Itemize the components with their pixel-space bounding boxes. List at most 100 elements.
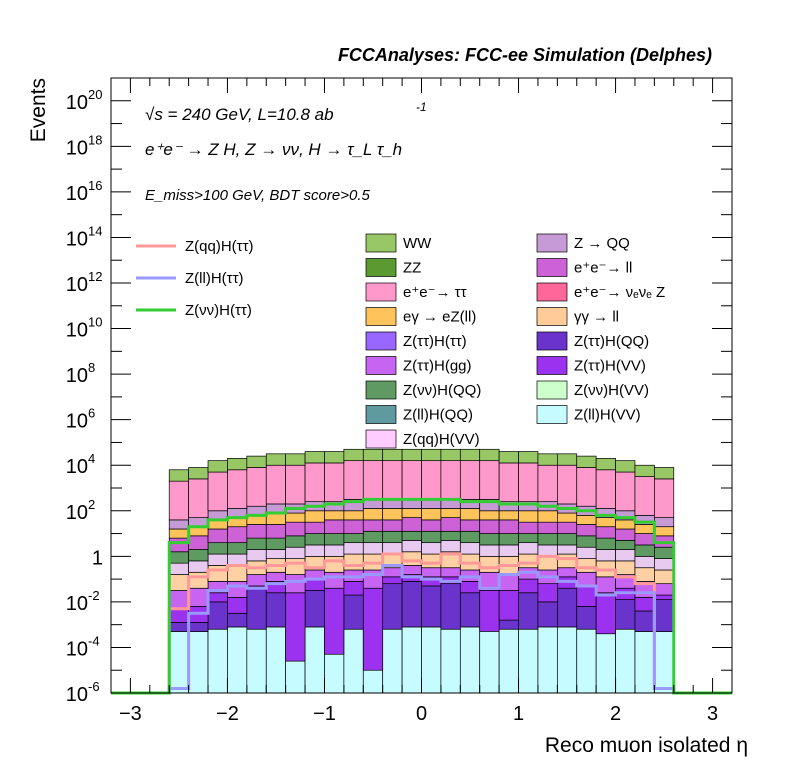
stack-bar [459,460,481,500]
legend-label: e⁺e⁻→ ll [574,260,632,277]
stack-bar [227,526,248,544]
y-tick-exponent: 8 [88,360,95,375]
stack-bar [615,528,636,541]
stack-bar [518,462,539,503]
stack-bar [285,512,306,523]
y-tick-label: 10 [66,274,88,296]
stack-bar [324,587,345,655]
stack-bar [595,549,616,562]
x-tick-label: 0 [416,703,427,725]
stack-bar [421,626,442,694]
stack-bar [615,599,636,630]
y-tick-exponent: 20 [88,87,102,102]
stack-bar [285,453,306,466]
stack-bar [518,628,539,694]
stack-bar [227,458,248,471]
stack-bar [324,533,345,546]
stack-bar [556,587,578,628]
y-tick-label: 1 [92,547,103,569]
stack-bar [556,567,578,578]
legend-swatch [365,258,397,277]
y-tick-label: 10 [66,684,88,706]
stack-bar [498,619,519,630]
stack-bar [304,626,325,694]
stack-bar [343,553,364,571]
energy-annotation: √s = 240 GeV, L=10.8 ab -1 [145,100,427,124]
legend-swatch [536,380,568,400]
legend-swatch [536,405,568,424]
stack-bar [654,517,675,528]
stack-bar [382,460,403,500]
stack-bar [595,537,616,550]
stack-bar [654,467,675,480]
chart-header: FCCAnalyses: FCC-ee Simulation (Delphes) [338,45,712,65]
stack-bar [382,519,403,532]
stack-bar [362,460,384,500]
stack-bar [537,555,558,571]
stack-bar [479,533,500,546]
y-tick-label: 10 [66,456,88,478]
stack-bar [537,533,558,546]
legend-line-label: Z(νν)H(ττ) [185,302,252,319]
x-tick-label: −2 [216,703,239,725]
stack-bar [382,576,403,585]
stack-bar [401,626,422,694]
stack-bar [362,519,384,532]
stack-bar [634,555,655,569]
stack-bar [227,596,248,614]
y-tick-label: 10 [66,320,88,342]
x-tick-label: 3 [707,703,718,725]
stack-bar [498,574,519,591]
stack-bar [188,571,209,589]
stack-bar [401,460,422,500]
stack-bar [285,521,306,537]
stack-bar [421,530,442,544]
stack-bar [265,453,287,466]
stack-bar [168,528,189,539]
stack-bar [362,448,384,462]
stack-bar [479,544,500,557]
stack-bar [207,471,228,512]
stack-bar [168,537,189,553]
stack-bar [421,519,442,532]
legend-label: e⁺e⁻→ νₑνₑ Z [574,284,665,301]
stack-bar [654,569,675,585]
stack-bar [440,530,461,541]
legend-label: Z(ττ)H(gg) [403,358,472,375]
legend-label: Z(ττ)H(VV) [574,358,646,375]
stack-bar [382,542,403,555]
stack-bar [207,553,228,566]
stack-bar [324,544,345,557]
stack-bar [362,542,384,555]
stack-bar [459,519,481,532]
stack-bar [654,526,675,537]
stack-bar [498,544,519,557]
stack-bar [654,599,675,632]
stack-bar [343,533,364,544]
stack-bar [362,530,384,544]
stack-bar [634,596,655,612]
stack-bar [654,594,675,600]
y-tick-exponent: 16 [88,178,102,193]
stack-bar [654,546,675,559]
stack-bar [576,455,597,468]
stack-bar [576,571,597,587]
stack-bar [595,526,616,539]
y-tick-label: 10 [66,228,88,250]
stack-bar [440,583,461,630]
stack-bar [479,626,500,694]
stack-bar [634,464,655,477]
stack-bar [188,560,209,573]
energy-text: √s = 240 GeV, L=10.8 ab [145,105,334,124]
y-tick-label: 10 [66,92,88,114]
stack-bar [440,628,461,694]
plot-area [111,448,732,695]
stack-bar [440,460,461,500]
stack-bar [227,542,248,555]
legend-label: WW [403,235,432,252]
stack-bar [265,524,287,539]
stack-layer-5 [168,540,675,575]
stack-bar [207,565,228,582]
stack-bar [382,508,403,521]
